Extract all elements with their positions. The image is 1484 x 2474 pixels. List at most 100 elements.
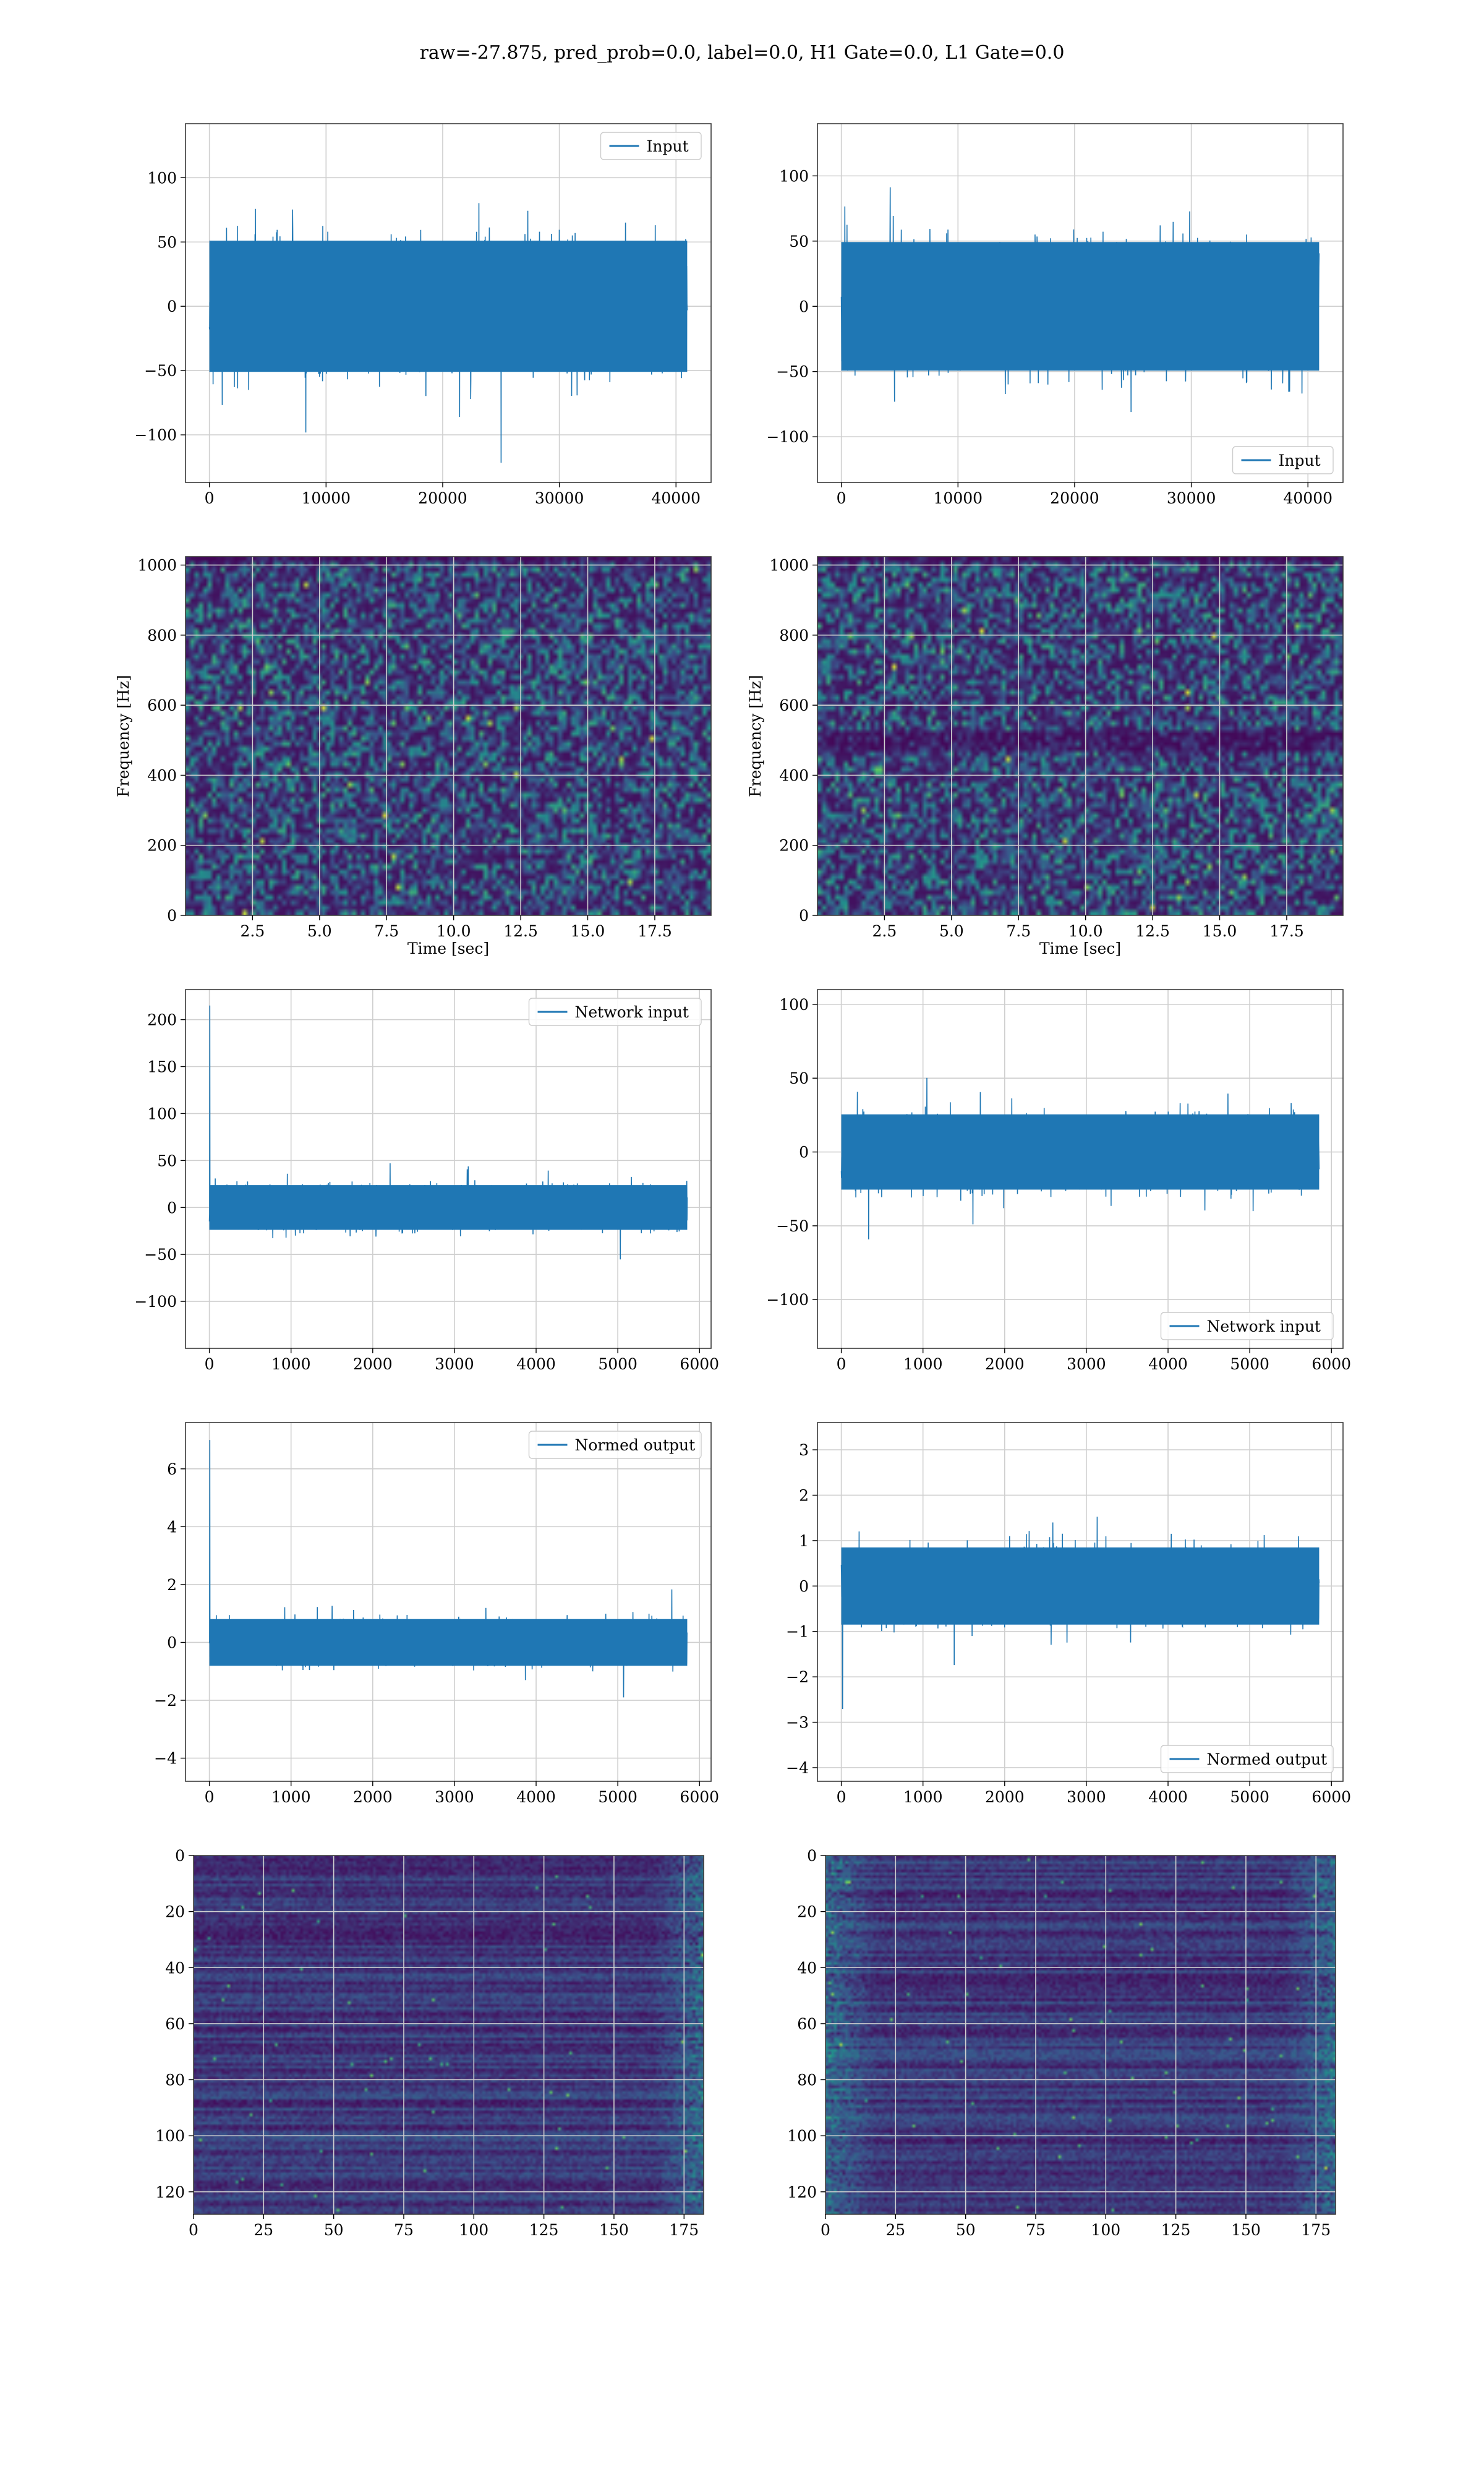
plot-area <box>817 557 1343 915</box>
axes-frame <box>185 123 712 483</box>
y-tick-label: 0 <box>175 1847 185 1865</box>
x-tick-label: 150 <box>1231 2221 1261 2239</box>
y-tick-label: 2 <box>799 1486 809 1504</box>
y-tick-label: −2 <box>154 1692 177 1710</box>
x-tick-label: 1000 <box>903 1788 943 1806</box>
x-tick-label: 17.5 <box>1269 922 1304 940</box>
legend: Network input <box>1160 1312 1334 1340</box>
x-tick-label: 2.5 <box>241 922 265 940</box>
x-tick-label: 175 <box>669 2221 699 2239</box>
y-tick-label: 120 <box>155 2183 185 2201</box>
y-tick-label: 100 <box>787 2127 817 2145</box>
y-tick-label: 60 <box>797 2015 817 2033</box>
y-tick-label: 1 <box>799 1532 809 1550</box>
x-tick-label: 5000 <box>1230 1355 1269 1373</box>
x-tick-label: 25 <box>254 2221 273 2239</box>
x-tick-label: 150 <box>599 2221 629 2239</box>
y-tick-label: 120 <box>787 2183 817 2201</box>
y-tick-label: 50 <box>789 233 809 250</box>
plot-area <box>817 124 1343 482</box>
legend-box <box>600 132 702 160</box>
heatmap-image <box>817 557 1343 915</box>
gridlines <box>186 1423 711 1781</box>
x-tick-label: 2000 <box>353 1788 393 1806</box>
chart-r1-left: 0 10000 20000 30000 40000 −100 −50 0 50 100 Input <box>134 123 712 507</box>
axes-frame <box>817 1422 1344 1782</box>
x-tick-label: 75 <box>1026 2221 1046 2239</box>
y-tick-label: 600 <box>779 696 809 714</box>
y-tick-label: 4 <box>167 1518 177 1536</box>
heatmap-image <box>194 1856 704 2214</box>
legend-label: Normed output <box>1207 1750 1328 1768</box>
x-tick-label: 3000 <box>1067 1788 1106 1806</box>
chart-r4-left: 0 1000 2000 3000 4000 5000 6000 −4 −2 0 2 4 6 Normed … <box>154 1422 719 1806</box>
axes-frame <box>185 556 712 916</box>
y-tick-label: −4 <box>786 1759 809 1777</box>
y-tick-label: 100 <box>147 1105 177 1123</box>
x-tick-label: 175 <box>1301 2221 1331 2239</box>
chart-r2-left: 2.5 5.0 7.5 10.0 12.5 15.0 17.5 0 200 400 600 800 10… <box>114 556 712 957</box>
x-tick-label: 5.0 <box>939 922 964 940</box>
y-tick-label: 100 <box>779 996 809 1014</box>
x-tick-label: 0 <box>205 1355 215 1373</box>
legend-box <box>1160 1745 1334 1773</box>
y-axis-label: Frequency [Hz] <box>746 675 764 797</box>
y-tick-label: 150 <box>147 1058 177 1076</box>
x-tick-label: 5.0 <box>307 922 332 940</box>
x-tick-label: 6000 <box>680 1788 719 1806</box>
x-tick-label: 100 <box>459 2221 488 2239</box>
y-tick-label: −50 <box>144 1246 177 1264</box>
plot-area <box>194 1856 704 2214</box>
x-tick-label: 15.0 <box>1203 922 1237 940</box>
x-tick-label: 4000 <box>1148 1788 1188 1806</box>
y-tick-label: 0 <box>799 1144 809 1162</box>
y-tick-label: 0 <box>167 297 177 315</box>
x-tick-label: 0 <box>837 1788 846 1806</box>
axes-frame <box>185 989 712 1349</box>
axes-frame <box>185 1422 712 1782</box>
x-tick-label: 75 <box>394 2221 414 2239</box>
gridlines <box>186 557 711 915</box>
plot-area <box>186 557 711 915</box>
plot-area <box>817 990 1343 1348</box>
y-tick-label: 20 <box>165 1903 185 1921</box>
axes-frame <box>825 1855 1336 2215</box>
y-tick-label: 50 <box>789 1069 809 1087</box>
x-tick-label: 1000 <box>271 1355 311 1373</box>
x-tick-label: 0 <box>205 1788 215 1806</box>
x-tick-label: 1000 <box>271 1788 311 1806</box>
legend-box <box>1160 1312 1334 1340</box>
y-tick-label: 600 <box>147 696 177 714</box>
legend-box <box>1232 446 1334 474</box>
legend: Network input <box>528 998 702 1026</box>
legend: Normed output <box>1160 1745 1334 1773</box>
series-density-band <box>209 1185 688 1230</box>
x-tick-label: 6000 <box>1311 1355 1351 1373</box>
y-tick-label: 0 <box>799 907 809 925</box>
series-density-band <box>841 1114 1320 1190</box>
x-tick-label: 2000 <box>985 1788 1025 1806</box>
x-tick-label: 100 <box>1091 2221 1120 2239</box>
x-tick-label: 10000 <box>934 489 983 507</box>
y-tick-label: 0 <box>167 1633 177 1651</box>
x-tick-label: 4000 <box>516 1788 556 1806</box>
x-tick-label: 17.5 <box>638 922 672 940</box>
chart-r3-right: 0 1000 2000 3000 4000 5000 6000 −100 −50 0 50 100 Ne… <box>766 989 1351 1373</box>
x-tick-label: 2000 <box>985 1355 1025 1373</box>
plot-area <box>186 124 711 482</box>
legend-label: Input <box>647 137 689 155</box>
y-tick-label: 3 <box>799 1441 809 1459</box>
x-tick-label: 2000 <box>353 1355 393 1373</box>
chart-r3-left: 0 1000 2000 3000 4000 5000 6000 −100 −50 0 50 100 15… <box>134 989 719 1373</box>
legend-label: Network input <box>575 1003 689 1021</box>
heatmap-image <box>186 557 711 915</box>
gridlines <box>186 990 711 1348</box>
axes-frame <box>817 989 1344 1349</box>
legend-label: Network input <box>1207 1317 1321 1335</box>
y-tick-label: 400 <box>147 766 177 784</box>
gridlines <box>817 557 1343 915</box>
chart-r5-left: 0 25 50 75 100 125 150 175 0 20 40 60 80 100 120 <box>155 1847 704 2239</box>
y-tick-label: 2 <box>167 1576 177 1594</box>
y-tick-label: 0 <box>167 1199 177 1217</box>
